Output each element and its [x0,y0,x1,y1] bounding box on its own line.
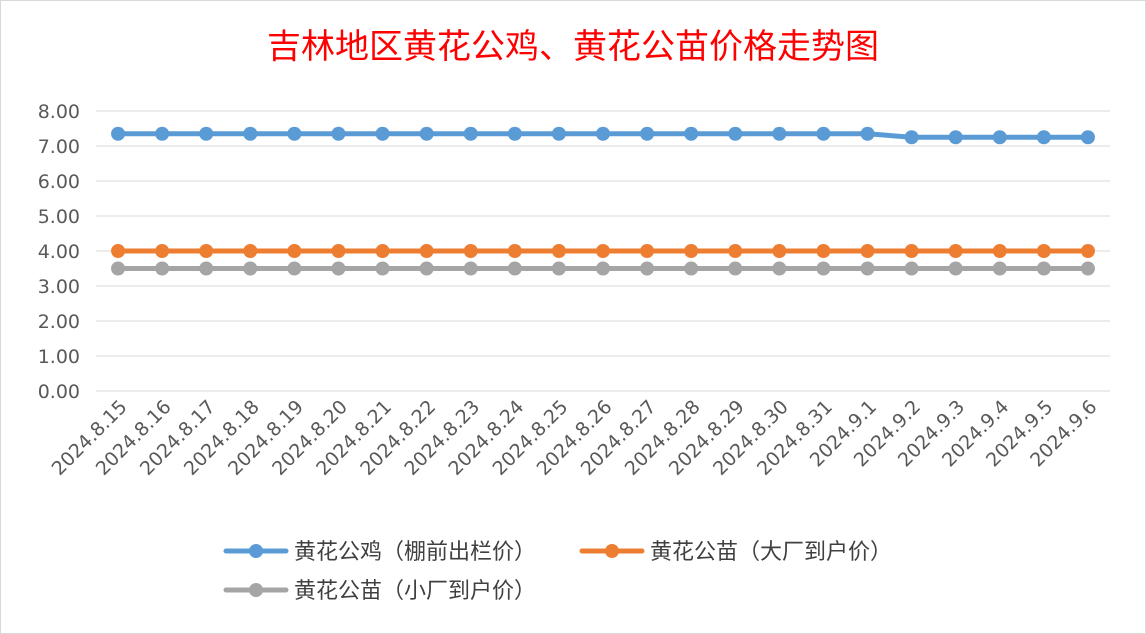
data-point [155,244,170,258]
data-point [992,130,1007,145]
data-point [375,244,390,258]
data-point [684,126,699,141]
data-point [331,244,346,258]
data-point [772,244,787,258]
data-point [155,261,170,276]
data-point [684,244,699,258]
data-point [243,244,258,258]
data-point [419,126,434,141]
data-point [287,244,302,258]
y-tick-label: 0.00 [38,381,80,403]
data-point [596,261,610,276]
y-tick-label: 4.00 [38,241,80,263]
data-point [463,126,478,141]
data-point [728,244,743,258]
legend: 黄花公鸡（棚前出栏价） 黄花公苗（大厂到户价） 黄花公苗（小厂到户价） [223,540,892,604]
series-3 [111,261,1095,276]
data-point [507,126,522,141]
data-point [684,261,699,276]
y-tick-label: 6.00 [38,171,80,193]
data-point [419,261,434,276]
data-point [640,126,655,141]
y-tick-label: 2.00 [38,311,80,333]
y-axis: 0.00 1.00 2.00 3.00 4.00 5.00 6.00 7.00 8.00 [38,101,80,403]
data-point [1080,261,1095,276]
data-point [772,126,787,141]
legend-swatch-marker [249,583,263,597]
legend-entry: 黄花公苗（大厂到户价） [579,540,892,565]
data-point [331,261,346,276]
data-point [596,126,610,141]
data-point [860,244,875,258]
y-tick-label: 8.00 [38,101,80,123]
data-point [640,261,655,276]
data-point [816,126,831,141]
data-point [463,261,478,276]
data-point [199,126,214,141]
data-point [155,126,170,141]
x-axis: 2024.8.152024.8.162024.8.172024.8.182024… [48,396,1102,480]
data-point [1080,244,1095,258]
data-point [111,126,126,141]
data-point [507,261,522,276]
data-point [816,244,831,258]
data-point [948,130,963,145]
data-point [111,244,126,258]
data-point [243,126,258,141]
y-tick-label: 7.00 [38,136,80,158]
data-point [1036,244,1051,258]
data-point [640,244,655,258]
data-point [331,126,346,141]
data-point [992,244,1007,258]
data-point [904,130,919,145]
data-point [728,261,743,276]
y-tick-label: 5.00 [38,206,80,228]
y-tick-label: 3.00 [38,276,80,298]
legend-swatch-marker [605,544,619,558]
data-point [551,261,566,276]
data-point [1036,261,1051,276]
data-point [772,261,787,276]
data-point [419,244,434,258]
data-point [860,261,875,276]
data-point [728,126,743,141]
data-point [992,261,1007,276]
data-point [287,261,302,276]
data-point [199,261,214,276]
legend-entry: 黄花公鸡（棚前出栏价） [223,540,536,565]
data-point [287,126,302,141]
legend-swatch-marker [249,544,263,558]
series-2 [111,244,1095,258]
chart-title: 吉林地区黄花公鸡、黄花公苗价格走势图 [267,27,879,67]
legend-label: 黄花公鸡（棚前出栏价） [294,540,536,565]
data-point [1036,130,1051,145]
data-point [596,244,610,258]
data-point [243,261,258,276]
data-point [111,261,126,276]
plot-area [111,126,1095,276]
data-point [948,244,963,258]
data-point [551,244,566,258]
data-point [375,126,390,141]
data-point [507,244,522,258]
data-point [860,126,875,141]
series-1 [111,126,1095,145]
y-tick-label: 1.00 [38,346,80,368]
gridlines [96,110,1110,392]
legend-entry: 黄花公苗（小厂到户价） [223,579,536,604]
data-point [551,126,566,141]
data-point [904,244,919,258]
data-point [199,244,214,258]
data-point [816,261,831,276]
data-point [1080,130,1095,145]
data-point [904,261,919,276]
legend-label: 黄花公苗（大厂到户价） [650,540,892,565]
legend-label: 黄花公苗（小厂到户价） [294,579,536,604]
data-point [375,261,390,276]
data-point [463,244,478,258]
data-point [948,261,963,276]
